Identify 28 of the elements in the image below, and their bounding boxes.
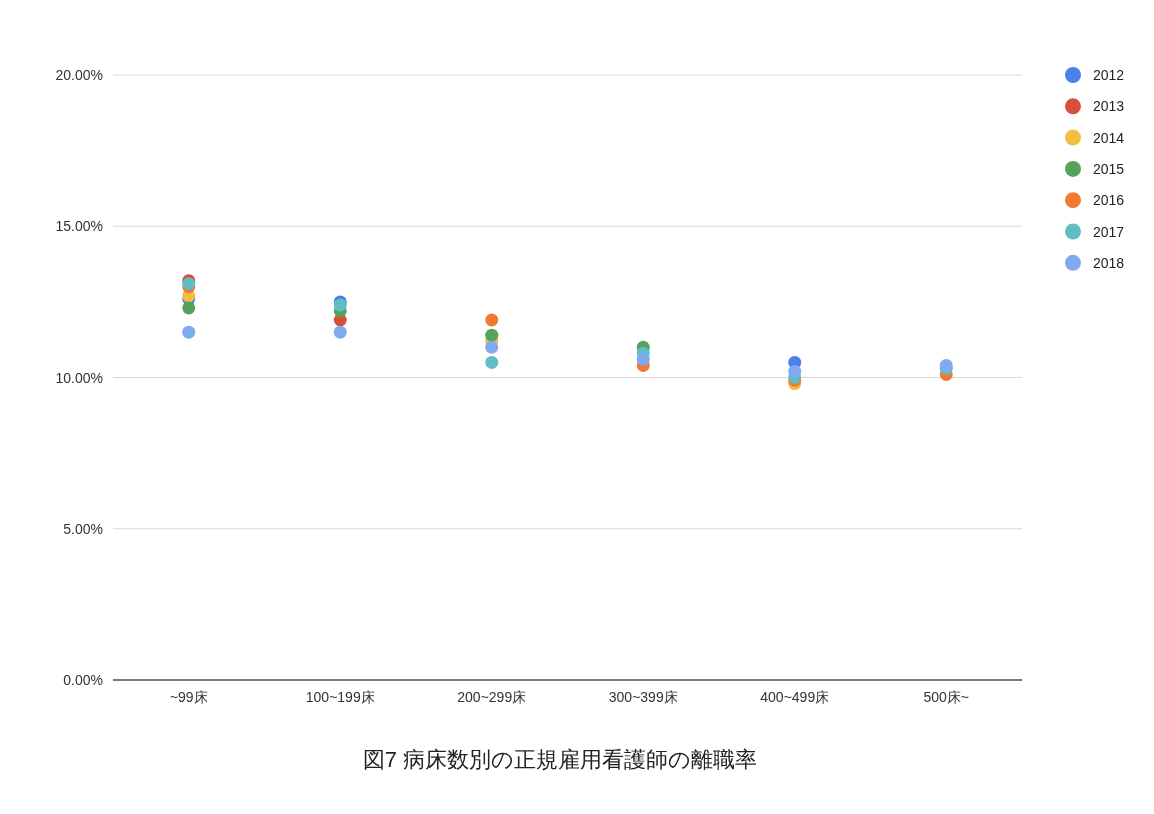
legend-label: 2014 [1093, 129, 1125, 146]
x-tick-label: ~99床 [169, 689, 208, 705]
point [636, 352, 650, 366]
x-tick-label: 500床~ [923, 689, 970, 705]
legend-label: 2016 [1093, 192, 1125, 209]
x-tick-label: 400~499床 [760, 689, 830, 705]
legend-label: 2015 [1093, 160, 1125, 177]
point [333, 325, 347, 339]
y-tick-label: 5.00% [63, 520, 103, 537]
y-tick-label: 0.00% [63, 672, 103, 688]
point [788, 364, 802, 378]
point [182, 301, 196, 315]
point [485, 328, 499, 342]
x-tick-label: 100~199床 [305, 689, 375, 705]
legend-label: 2012 [1093, 67, 1125, 83]
y-tick-label: 10.00% [55, 369, 103, 386]
point [485, 313, 499, 327]
point [182, 325, 196, 339]
x-tick-label: 200~299床 [457, 689, 527, 705]
legend-label: 2017 [1093, 223, 1125, 240]
point [485, 355, 499, 369]
legend-label: 2018 [1093, 254, 1125, 271]
text: 図7 病床数別の正規雇用看護師の離職率 [362, 747, 758, 772]
legend-label: 2013 [1093, 98, 1125, 115]
y-tick-label: 20.00% [55, 67, 103, 83]
x-tick-label: 300~399床 [608, 689, 678, 705]
point [485, 340, 499, 354]
y-tick-label: 15.00% [55, 218, 103, 235]
